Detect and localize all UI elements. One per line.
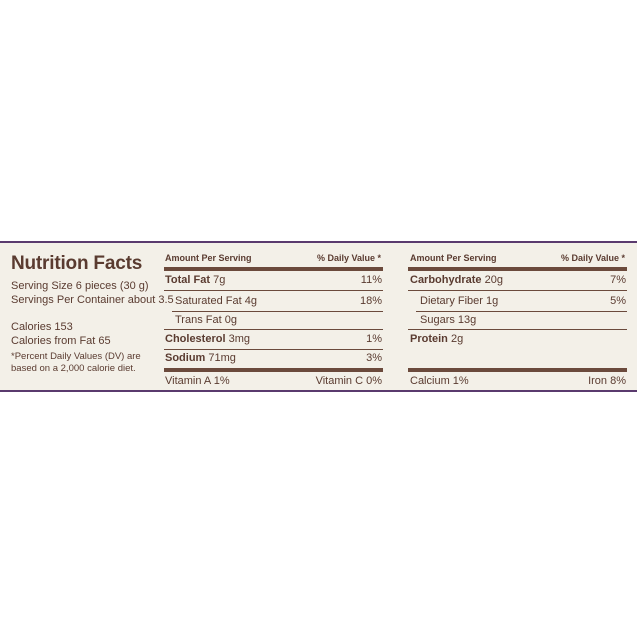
vitamin-c: Vitamin C 0% bbox=[315, 375, 382, 387]
servings-per-container: Servings Per Container about 3.5 bbox=[11, 294, 174, 306]
total-fat-amount: 7g bbox=[213, 274, 226, 286]
col2-rule bbox=[416, 311, 627, 312]
col1-header-amount: Amount Per Serving bbox=[165, 253, 252, 263]
col2-rule bbox=[408, 329, 627, 330]
col2-header-amount: Amount Per Serving bbox=[410, 253, 497, 263]
cholesterol-dv: 1% bbox=[366, 333, 382, 345]
sodium-amount: 71mg bbox=[208, 352, 236, 364]
protein-row: Protein 2g bbox=[410, 333, 463, 345]
carbohydrate-label: Carbohydrate bbox=[410, 274, 482, 286]
col2-thick-rule bbox=[408, 368, 627, 372]
cholesterol-label: Cholesterol bbox=[165, 333, 226, 345]
protein-label: Protein bbox=[410, 333, 448, 345]
col1-rule bbox=[164, 349, 383, 350]
nutrition-facts-panel: Nutrition Facts Serving Size 6 pieces (3… bbox=[0, 241, 637, 392]
cholesterol-row: Cholesterol 3mg bbox=[165, 333, 250, 345]
trans-fat: Trans Fat 0g bbox=[175, 314, 237, 326]
sodium-dv: 3% bbox=[366, 352, 382, 364]
sodium-row: Sodium 71mg bbox=[165, 352, 236, 364]
nutrition-facts-title: Nutrition Facts bbox=[11, 253, 143, 274]
saturated-fat: Saturated Fat 4g bbox=[175, 295, 257, 307]
dv-note-line-2: based on a 2,000 calorie diet. bbox=[11, 363, 136, 374]
total-fat-label: Total Fat bbox=[165, 274, 211, 286]
col2-header-dv: % Daily Value * bbox=[560, 253, 625, 263]
col1-header-dv: % Daily Value * bbox=[316, 253, 381, 263]
col2-rule bbox=[408, 290, 627, 291]
col1-rule bbox=[172, 311, 383, 312]
protein-amount: 2g bbox=[450, 333, 464, 345]
saturated-fat-dv: 18% bbox=[359, 295, 382, 307]
vitamin-a: Vitamin A 1% bbox=[165, 375, 230, 387]
dietary-fiber: Dietary Fiber 1g bbox=[420, 295, 499, 307]
serving-size: Serving Size 6 pieces (30 g) bbox=[11, 280, 149, 292]
carbohydrate-row: Carbohydrate 20g bbox=[410, 274, 503, 286]
iron: Iron 8% bbox=[588, 375, 626, 387]
dietary-fiber-dv: 5% bbox=[610, 295, 626, 307]
carbohydrate-amount: 20g bbox=[484, 274, 503, 286]
calories-from-fat: Calories from Fat 65 bbox=[11, 335, 111, 347]
col1-thick-rule bbox=[164, 368, 383, 372]
col1-rule bbox=[164, 329, 383, 330]
carbohydrate-dv: 7% bbox=[610, 274, 626, 286]
total-fat-dv: 11% bbox=[360, 274, 382, 286]
sodium-label: Sodium bbox=[165, 352, 206, 364]
cholesterol-amount: 3mg bbox=[228, 333, 250, 345]
dv-note-line-1: *Percent Daily Values (DV) are bbox=[11, 351, 141, 362]
col1-thick-rule bbox=[164, 267, 383, 271]
calcium: Calcium 1% bbox=[410, 375, 469, 387]
calories: Calories 153 bbox=[11, 321, 73, 333]
col2-thick-rule bbox=[408, 267, 627, 271]
col1-rule bbox=[164, 290, 383, 291]
sugars: Sugars 13g bbox=[420, 314, 477, 326]
total-fat-row: Total Fat 7g bbox=[165, 274, 225, 286]
